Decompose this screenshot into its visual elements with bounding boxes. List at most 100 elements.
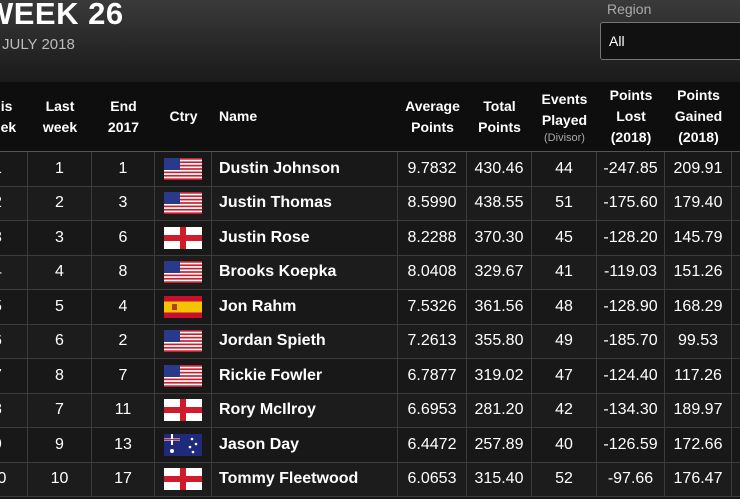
flag [164, 226, 202, 249]
cell: Justin Rose [212, 221, 398, 256]
header-text: This [0, 97, 13, 114]
cell: 49 [532, 324, 597, 359]
cell: 1 [92, 152, 155, 187]
cell: -185.70 [597, 324, 665, 359]
flag [164, 261, 202, 284]
cell: 3 [92, 186, 155, 221]
cell: 7.5326 [398, 290, 467, 325]
cell [732, 152, 740, 187]
cell: 438.55 [467, 186, 532, 221]
header-text: (2018) [678, 129, 719, 145]
cell: 168.29 [665, 290, 732, 325]
cell: 8 [92, 255, 155, 290]
header-text: Points [411, 118, 454, 135]
flag [164, 330, 202, 353]
cell: 319.02 [467, 359, 532, 394]
cell: 13 [92, 428, 155, 463]
cell: 4 [92, 290, 155, 325]
header-text: Total [483, 97, 516, 114]
row [0, 462, 740, 497]
cell: 7.2613 [398, 324, 467, 359]
header-text: Ctry [169, 108, 198, 124]
cell: 45 [532, 221, 597, 256]
cell [732, 221, 740, 256]
row [0, 324, 740, 359]
header-text: Gained [674, 108, 723, 124]
cell: 370.30 [467, 221, 532, 256]
cell: 9 [0, 428, 28, 463]
header-text: Events [541, 90, 588, 107]
cell: Justin Thomas [212, 186, 398, 221]
header-text: Points [478, 118, 521, 135]
row [0, 255, 740, 290]
header-cell: Name [212, 82, 398, 152]
cell: -128.90 [597, 290, 665, 325]
header-cell: Total Points [467, 82, 532, 152]
cell: 361.56 [467, 290, 532, 325]
cell: 176.47 [665, 462, 732, 497]
header-text: End [110, 97, 137, 114]
flag [164, 295, 202, 318]
cell: 145.79 [665, 221, 732, 256]
header-text: Played [541, 111, 588, 128]
date: JULY 2018 [2, 36, 75, 53]
cell: 189.97 [665, 393, 732, 428]
cell: 3 [28, 221, 92, 256]
week-title: WEEK 26 [0, 0, 124, 31]
cell: 355.80 [467, 324, 532, 359]
cell: -126.59 [597, 428, 665, 463]
cell: -97.66 [597, 462, 665, 497]
cell: 8 [0, 393, 28, 428]
cell: 51 [532, 186, 597, 221]
cell: 42 [532, 393, 597, 428]
cell: 4 [28, 255, 92, 290]
region-label: Region [607, 1, 652, 17]
header-text: Points [609, 87, 653, 103]
cell: 40 [532, 428, 597, 463]
header-cell: Last week [28, 82, 92, 152]
header-cell: Points Lost (2018) [597, 82, 665, 152]
cell [732, 394, 740, 428]
cell: 6 [28, 324, 92, 359]
cell [732, 290, 740, 325]
cell: 8.0408 [398, 255, 467, 290]
cell: 151.26 [665, 255, 732, 290]
cell: 209.91 [665, 152, 732, 187]
cell: 430.46 [467, 152, 532, 187]
flag-cell [155, 428, 212, 463]
cell [732, 463, 740, 497]
cell: 1 [28, 152, 92, 187]
cell: 2 [28, 186, 92, 221]
flag-cell [155, 462, 212, 497]
header-text: Week [0, 118, 17, 135]
flag-cell [155, 221, 212, 256]
flag [164, 157, 202, 180]
cell: Dustin Johnson [212, 152, 398, 187]
cell [732, 187, 740, 221]
cell [732, 325, 740, 359]
cell: -175.60 [597, 186, 665, 221]
cell: -247.85 [597, 152, 665, 187]
region-value: All [609, 33, 625, 49]
cell: -128.20 [597, 221, 665, 256]
cell: 6.7877 [398, 359, 467, 394]
flag [164, 399, 202, 422]
cell: 10 [28, 462, 92, 497]
cell: -124.40 [597, 359, 665, 394]
flag [164, 364, 202, 387]
cell: 9 [28, 428, 92, 463]
row [0, 221, 740, 256]
region-select[interactable]: All [600, 22, 740, 60]
row [0, 186, 740, 221]
cell: 17 [92, 462, 155, 497]
cell: -119.03 [597, 255, 665, 290]
header-text: 2017 [107, 118, 140, 135]
header-cell: Ctry [155, 82, 212, 152]
cell: 8.5990 [398, 186, 467, 221]
cell: 47 [532, 359, 597, 394]
cell: 4 [0, 255, 28, 290]
flag-cell [155, 186, 212, 221]
cell: 5 [28, 290, 92, 325]
flag [164, 192, 202, 215]
cell [732, 359, 740, 394]
